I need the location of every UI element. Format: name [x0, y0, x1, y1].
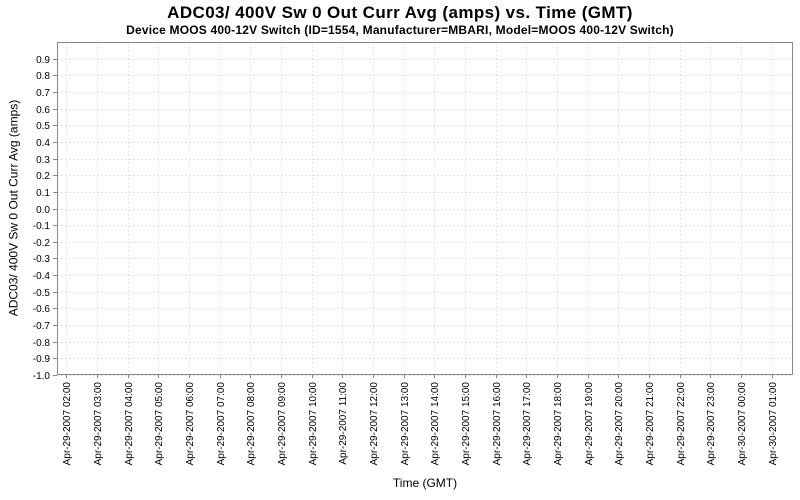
y-tick-label: -0.3 [33, 254, 51, 265]
x-tick-label: Apr-29-2007 08:00 [246, 382, 257, 466]
x-axis-title: Time (GMT) [392, 476, 458, 490]
x-tick-label: Apr-29-2007 11:00 [338, 382, 349, 465]
x-tick-label: Apr-29-2007 14:00 [430, 382, 441, 466]
y-tick-label: -0.8 [33, 338, 51, 349]
y-tick-label: -0.5 [33, 288, 51, 299]
y-tick-label: -0.7 [33, 321, 51, 332]
x-tick-label: Apr-29-2007 09:00 [277, 382, 288, 466]
y-tick-label: 0.3 [36, 155, 50, 166]
x-tick-label: Apr-29-2007 03:00 [93, 382, 104, 466]
y-tick-label: 0.6 [36, 105, 50, 116]
y-tick-label: 0.4 [36, 138, 50, 149]
x-tick-label: Apr-29-2007 12:00 [369, 382, 380, 466]
y-tick-label: -0.1 [33, 221, 51, 232]
x-tick-label: Apr-29-2007 07:00 [216, 382, 227, 466]
x-tick-label: Apr-29-2007 15:00 [461, 382, 472, 466]
x-tick-label: Apr-29-2007 21:00 [645, 382, 656, 466]
x-tick-label: Apr-29-2007 16:00 [492, 382, 503, 466]
x-tick-label: Apr-29-2007 02:00 [62, 382, 73, 466]
y-tick-labels: 0.9 0.8 0.7 0.6 0.5 0.4 0.3 0.2 0.1 0.0 -0.1 -0.2 -0… [33, 55, 51, 382]
x-tick-label: Apr-29-2007 06:00 [185, 382, 196, 466]
y-tick-label: -1.0 [33, 371, 51, 382]
y-tick-label: -0.2 [33, 238, 51, 249]
plot-border [57, 42, 793, 375]
x-tick-label: Apr-29-2007 22:00 [676, 382, 687, 466]
vertical-gridlines [66, 42, 773, 375]
y-tick-label: -0.9 [33, 354, 51, 365]
x-tick-label: Apr-29-2007 13:00 [400, 382, 411, 466]
y-tick-marks [53, 59, 57, 376]
y-tick-label: 0.0 [36, 205, 50, 216]
x-tick-label: Apr-29-2007 04:00 [124, 382, 135, 466]
x-tick-label: Apr-30-2007 00:00 [737, 382, 748, 466]
y-tick-label: 0.9 [36, 55, 50, 66]
horizontal-gridlines [57, 59, 793, 376]
x-tick-label: Apr-29-2007 17:00 [522, 382, 533, 466]
y-tick-label: 0.5 [36, 121, 50, 132]
y-tick-label: 0.8 [36, 71, 50, 82]
y-tick-label: 0.2 [36, 171, 50, 182]
chart-subtitle: Device MOOS 400-12V Switch (ID=1554, Man… [126, 23, 674, 37]
x-tick-marks [66, 375, 773, 378]
x-tick-label: Apr-29-2007 20:00 [614, 382, 625, 466]
chart-title: ADC03/ 400V Sw 0 Out Curr Avg (amps) vs.… [167, 3, 633, 22]
y-axis-title: ADC03/ 400V Sw 0 Out Curr Avg (amps) [6, 99, 21, 317]
x-tick-label: Apr-30-2007 01:00 [768, 382, 779, 466]
x-tick-label: Apr-29-2007 05:00 [154, 382, 165, 466]
y-tick-label: 0.7 [36, 88, 50, 99]
y-tick-label: -0.6 [33, 304, 51, 315]
plot-background [57, 42, 793, 375]
x-tick-label: Apr-29-2007 19:00 [584, 382, 595, 466]
x-tick-label: Apr-29-2007 23:00 [706, 382, 717, 466]
x-tick-label: Apr-29-2007 18:00 [553, 382, 564, 466]
y-tick-label: -0.4 [33, 271, 51, 282]
y-tick-label: 0.1 [36, 188, 50, 199]
x-tick-label: Apr-29-2007 10:00 [308, 382, 319, 466]
x-tick-labels: Apr-29-2007 02:00 Apr-29-2007 03:00 Apr-29… [62, 382, 779, 466]
